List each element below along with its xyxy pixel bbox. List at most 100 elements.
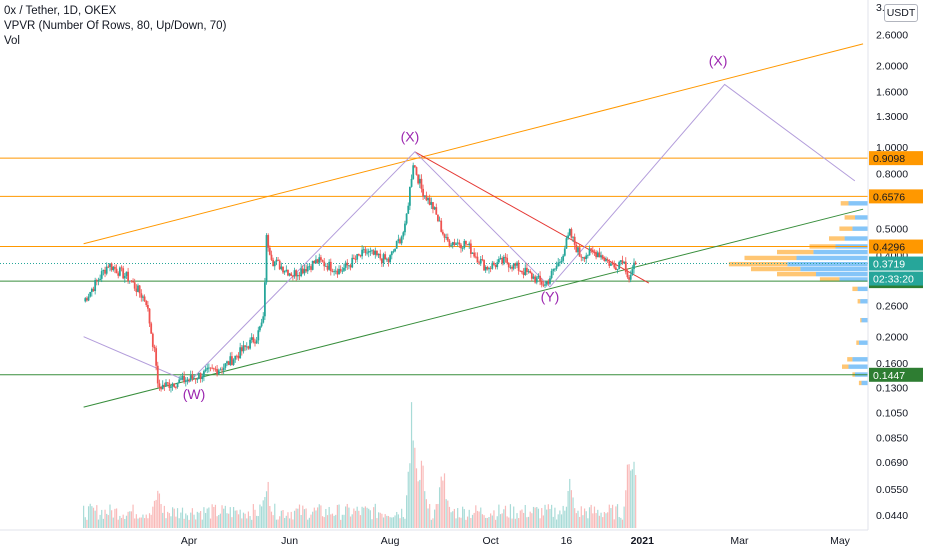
volume-bar [356,506,358,528]
volume-bar [514,518,516,528]
volume-bar [574,508,576,528]
volume-bar [570,490,572,528]
volume-indicator-label[interactable]: Vol [4,35,20,47]
volume-bar [346,503,348,528]
candle-body [382,254,385,264]
volume-bar [317,507,319,528]
candle-body [453,242,456,245]
volume-bar [526,517,528,528]
candle-body [110,263,113,271]
candle-body [151,333,154,347]
candle-body [501,257,504,264]
volume-bar [99,514,101,528]
volume-bar [499,514,502,528]
volume-bar [458,517,460,528]
volume-bar [511,518,513,528]
volume-bar [544,504,546,528]
candle-body [585,255,588,260]
candle-body [138,285,141,294]
candle-body [557,262,560,267]
candle-body [181,375,184,380]
candle-body [128,280,131,282]
price-tick-label: 0.0690 [876,457,908,469]
volume-bar [265,491,268,528]
candle-body [425,195,428,201]
volume-bar [170,516,172,528]
time-axis[interactable]: Apr Jun Aug Oct 16 2021 Mar May [0,529,932,550]
candle-body [127,271,130,281]
candle-body [260,322,263,327]
candle-body [394,248,396,252]
volume-bar [172,507,174,528]
candle-body [105,266,108,274]
candle-body [171,383,174,387]
volume-bar [160,504,162,528]
candle-body [321,260,324,262]
candle-body [473,252,476,257]
candle-body [160,387,162,390]
volume-bar [386,515,388,528]
candle-body [567,235,569,239]
candle-body [486,266,489,270]
currency-button[interactable]: USDT [884,4,918,22]
vp-down-row [858,380,862,386]
volume-bar [442,480,444,528]
volume-bar [569,478,571,528]
volume-bar [223,508,225,528]
volume-bar [185,513,187,528]
candle-body [102,269,105,272]
level-badge-bg [869,367,923,382]
volume-bar [527,516,530,528]
volume-bar [247,511,250,528]
candle-body [189,375,192,380]
volume-bar [635,475,637,528]
candle-body [301,268,304,274]
volume-bar [559,510,561,528]
candle-body [280,266,283,270]
volume-bar [490,513,492,528]
volume-bar [618,517,620,528]
candle-body [517,262,520,271]
vp-down-row [844,215,855,220]
candle-body [558,262,561,264]
candle-body [361,249,364,257]
volume-bar [280,510,282,528]
candle-body [341,270,344,272]
volume-bar [462,506,464,528]
volume-bar [107,515,109,528]
candle-body [329,261,332,272]
vpvr-indicator-label[interactable]: VPVR (Number Of Rows, 80, Up/Down, 70) [4,20,227,32]
volume-bar [575,513,577,528]
volume-bar [157,490,159,528]
candle-body [494,264,497,268]
candle-body [522,272,525,275]
volume-bar [450,512,452,528]
volume-bar [631,469,633,528]
vp-up-row [860,299,868,304]
candle-body [441,231,444,235]
candle-body [507,262,510,268]
price-tick-label: 0.1050 [876,408,908,420]
candle-body [455,243,457,245]
candle-body [586,255,589,257]
volume-bar [155,499,157,528]
volume-bar [516,513,518,528]
candle-body [619,260,622,262]
candle-body [336,270,339,275]
volume-bar [506,516,508,528]
candles [84,162,637,393]
price-tick-label: 0.2000 [876,332,908,344]
candle-body [387,258,390,263]
volume-bar [221,505,223,528]
volume-bar [443,473,446,528]
volume-bar [504,505,507,528]
candle-body [572,236,574,238]
volume-bar [305,508,307,528]
level-badge-bg [869,189,923,204]
candle-body [357,254,360,256]
symbol-title[interactable]: 0x / Tether, 1D, OKEX [4,5,117,17]
candle-body [555,266,558,269]
candle-body [565,238,568,249]
candle-body [404,223,406,233]
